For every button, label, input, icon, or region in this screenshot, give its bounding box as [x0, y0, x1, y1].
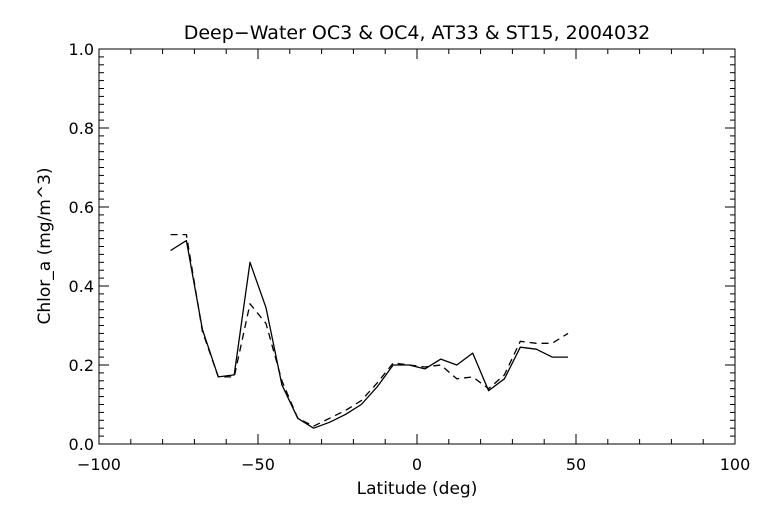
- y-tick-label: 0.0: [69, 435, 94, 454]
- x-tick-labels: −100 −50 0 50 100: [77, 455, 750, 474]
- series-line-solid: [170, 239, 568, 429]
- tick-marks: [98, 48, 736, 445]
- plot-frame: [98, 48, 736, 445]
- x-tick-label: 50: [566, 455, 586, 474]
- x-tick-label: −50: [241, 455, 275, 474]
- y-tick-label: 0.2: [69, 356, 94, 375]
- series-line-dashed: [170, 233, 569, 427]
- series-layer: [170, 233, 569, 429]
- y-tick-label: 1.0: [69, 40, 94, 59]
- x-tick-label: 100: [720, 455, 751, 474]
- x-axis-label: Latitude (deg): [357, 479, 478, 499]
- x-tick-label: 0: [412, 455, 422, 474]
- x-tick-label: −100: [77, 455, 121, 474]
- y-tick-labels: 0.0 0.2 0.4 0.6 0.8 1.0: [69, 40, 94, 454]
- y-axis-label: Chlor_a (mg/m^3): [35, 167, 55, 324]
- y-tick-label: 0.6: [69, 198, 94, 217]
- y-tick-label: 0.4: [69, 277, 94, 296]
- chart-title: Deep−Water OC3 & OC4, AT33 & ST15, 20040…: [184, 22, 651, 44]
- y-tick-label: 0.8: [69, 119, 94, 138]
